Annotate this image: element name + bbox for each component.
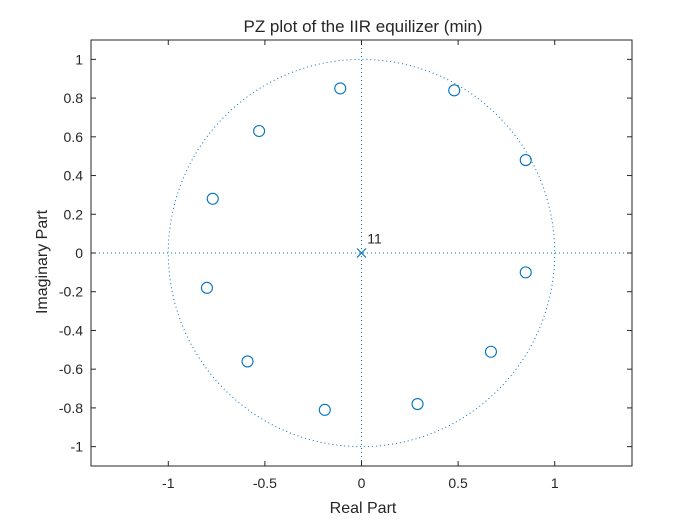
zero-marker	[318, 403, 331, 416]
zero-marker	[484, 345, 498, 358]
y-tick-label: -0.2	[59, 284, 83, 300]
x-axis-label: Real Part	[330, 500, 397, 517]
pole-marker	[356, 248, 367, 258]
x-tick-label: 0	[358, 475, 366, 491]
zero-marker	[206, 192, 219, 205]
y-tick-label: 0	[75, 245, 83, 261]
x-tick-label: -0.5	[253, 475, 277, 491]
y-tick-label: 0.2	[64, 206, 84, 222]
zero-marker	[448, 84, 461, 97]
zero-marker	[519, 266, 532, 279]
y-tick-label: 1	[75, 51, 83, 67]
zero-marker	[200, 281, 213, 294]
y-tick-label: -1	[71, 439, 84, 455]
x-tick-label: 0.5	[448, 475, 468, 491]
y-tick-label: -0.6	[59, 361, 83, 377]
x-tick-label: 1	[551, 475, 559, 491]
y-tick-label: 0.8	[64, 90, 84, 106]
zero-marker	[411, 397, 424, 411]
y-tick-label: 0.6	[64, 129, 84, 145]
zero-marker	[519, 154, 532, 167]
y-tick-label: -0.8	[59, 400, 83, 416]
plot-area: -1 -0.5 0 0.5 110.80.60.40.20-0.2-0.4-0.6-0.…	[59, 39, 633, 491]
zero-marker	[334, 82, 347, 95]
y-axis-label: Imaginary Part	[34, 209, 51, 314]
y-tick-label: 0.4	[64, 168, 84, 184]
x-tick-label: -1	[162, 475, 175, 491]
chart-title: PZ plot of the IIR equilizer (min)	[243, 17, 482, 36]
zero-marker	[241, 355, 254, 368]
unit-circle	[167, 58, 556, 448]
zero-marker	[253, 124, 266, 138]
y-tick-label: -0.4	[59, 322, 83, 338]
pole-multiplicity-label: 11	[367, 230, 382, 246]
